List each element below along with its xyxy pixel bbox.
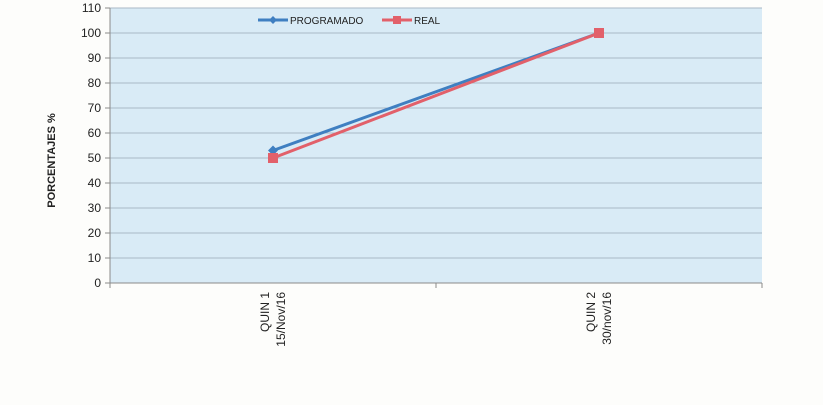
series-real — [268, 28, 604, 163]
x-category-line: QUIN 2 — [584, 292, 598, 332]
y-tick-label: 70 — [88, 101, 102, 115]
series-layer — [268, 28, 604, 163]
y-tick-label: 0 — [94, 276, 101, 290]
y-tick-label: 80 — [88, 76, 102, 90]
data-point — [594, 28, 604, 38]
y-tick-label: 40 — [88, 176, 102, 190]
legend-entry-real: REAL — [382, 16, 441, 27]
x-category-line: QUIN 1 — [258, 292, 272, 332]
legend-label: REAL — [414, 16, 441, 27]
y-tick-label: 50 — [88, 151, 102, 165]
x-category-line: 15/Nov/16 — [274, 292, 288, 347]
legend-marker — [269, 16, 277, 24]
legend: PROGRAMADO REAL — [258, 16, 441, 27]
y-tick-label: 110 — [82, 1, 101, 15]
legend-entry-programado: PROGRAMADO — [258, 16, 364, 27]
data-point — [268, 153, 278, 163]
legend-label: PROGRAMADO — [290, 16, 364, 27]
y-axis-label: PORCENTAJES % — [46, 113, 58, 208]
x-category-line: 30/nov/16 — [600, 292, 614, 345]
y-axis-ticks: 0 10 20 30 40 50 60 70 80 90 100 110 — [81, 1, 110, 290]
y-tick-label: 10 — [88, 251, 102, 265]
axes — [109, 8, 763, 288]
y-tick-label: 60 — [88, 126, 102, 140]
plot-area — [110, 8, 762, 283]
y-tick-label: 90 — [88, 51, 102, 65]
x-axis-categories: QUIN 1 15/Nov/16 QUIN 2 30/nov/16 — [258, 292, 614, 347]
y-tick-label: 100 — [81, 26, 101, 40]
y-tick-label: 20 — [88, 226, 102, 240]
y-tick-label: 30 — [88, 201, 102, 215]
x-category-label: QUIN 1 15/Nov/16 — [258, 292, 288, 347]
gridlines — [110, 7, 762, 259]
series-line — [272, 31, 600, 160]
legend-marker — [393, 16, 401, 24]
x-category-label: QUIN 2 30/nov/16 — [584, 292, 614, 345]
